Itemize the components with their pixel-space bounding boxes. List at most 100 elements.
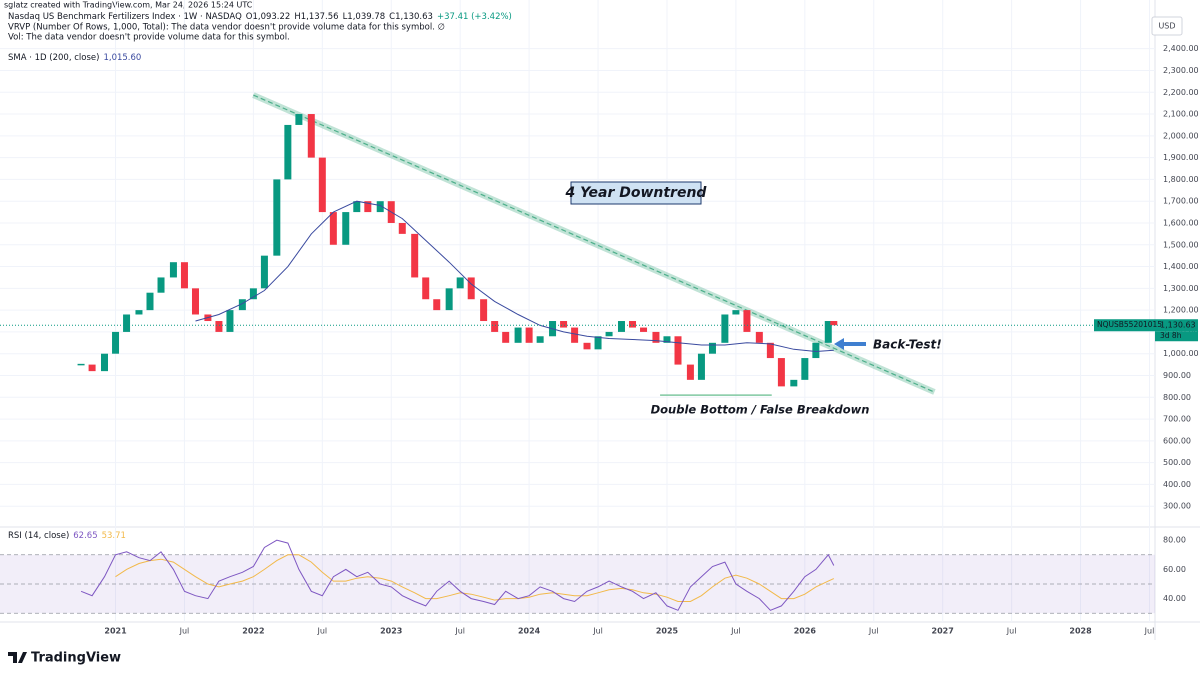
y-tick-label: 800.00 <box>1163 393 1191 402</box>
annotation: Back-Test! <box>873 338 942 352</box>
legend-line: Vol: The data vendor doesn't provide vol… <box>8 33 290 43</box>
rsi-tick-label: 80.00 <box>1163 536 1186 545</box>
y-tick-label: 700.00 <box>1163 415 1191 424</box>
annotation: 4 Year Downtrend <box>565 185 708 201</box>
annotation-arrow <box>834 338 866 350</box>
ohlc-value: O1,093.22 <box>246 12 291 22</box>
x-tick-label: 2025 <box>656 627 679 636</box>
annotation-box <box>570 181 702 205</box>
x-tick-label: Jul <box>868 627 879 636</box>
candle <box>329 212 337 245</box>
candle <box>697 353 705 380</box>
candle <box>191 288 199 315</box>
candle <box>422 277 430 300</box>
y-tick-label: 1,700.00 <box>1163 197 1199 206</box>
candle <box>456 277 464 289</box>
candle <box>766 342 774 359</box>
candle <box>755 331 763 343</box>
candle <box>732 310 740 315</box>
y-tick-label: 1,500.00 <box>1163 240 1199 249</box>
candle <box>640 327 648 332</box>
candle <box>238 299 246 311</box>
candle <box>605 331 613 337</box>
candle <box>376 201 384 213</box>
candle <box>307 114 315 158</box>
rsi-tick-label: 40.00 <box>1163 594 1186 603</box>
y-tick-label: 600.00 <box>1163 436 1191 445</box>
rsi-title: RSI (14, close) <box>8 531 69 541</box>
candle <box>617 321 625 332</box>
y-tick-label: 1,000.00 <box>1163 349 1199 358</box>
last-price-box <box>1094 319 1198 332</box>
currency-box <box>1151 16 1183 36</box>
x-tick-label: 2024 <box>518 627 541 636</box>
candle <box>101 353 109 372</box>
y-tick-label: 1,400.00 <box>1163 262 1199 271</box>
candle <box>226 310 234 332</box>
countdown-label: 3d 8h <box>1160 331 1182 340</box>
candle <box>629 321 637 328</box>
rsi-header: RSI (14, close) 62.65 53.71 <box>8 531 126 541</box>
candle <box>295 114 303 125</box>
candle <box>743 310 751 332</box>
grid <box>0 0 1155 622</box>
logo-icon <box>8 652 27 663</box>
candle <box>674 336 682 365</box>
countdown-box <box>1155 331 1198 342</box>
candle <box>249 288 257 300</box>
candle <box>830 321 838 326</box>
y-tick-label: 1,900.00 <box>1163 153 1199 162</box>
y-tick-label: 2,300.00 <box>1163 66 1199 75</box>
y-tick-label: 2,200.00 <box>1163 88 1199 97</box>
legend-title: Nasdaq US Benchmark Fertilizers Index · … <box>8 12 512 22</box>
rsi-ma-line <box>115 554 835 602</box>
last-price-label: 1,130.63 <box>1160 321 1196 330</box>
x-tick-label: 2022 <box>242 627 264 636</box>
candle <box>318 157 326 213</box>
symbol-label: NQUSB55201015 <box>1097 320 1162 329</box>
candle <box>135 310 143 315</box>
candle <box>663 336 671 343</box>
candle <box>123 314 131 332</box>
candle <box>652 331 660 343</box>
candle <box>88 364 96 372</box>
candle <box>364 201 372 213</box>
author-line: sglatz created with TradingView.com, Mar… <box>4 1 253 10</box>
rsi-tick-label: 60.00 <box>1163 565 1186 574</box>
trendline <box>253 94 935 393</box>
legend-line: VRVP (Number Of Rows, 1,000, Total): The… <box>8 23 445 33</box>
candle <box>260 255 268 289</box>
candle <box>514 327 522 343</box>
candle <box>536 336 544 343</box>
candle <box>284 124 292 180</box>
x-tick-label: 2023 <box>380 627 402 636</box>
candle <box>708 342 716 354</box>
candle <box>594 336 602 350</box>
candle <box>112 331 120 354</box>
x-tick-label: Jul <box>1006 627 1017 636</box>
candle <box>824 321 832 343</box>
candle <box>411 233 419 278</box>
currency: USD <box>1158 22 1175 31</box>
symbol-title: Nasdaq US Benchmark Fertilizers Index · … <box>8 12 242 22</box>
candle <box>801 358 809 380</box>
rsi-ma-value: 53.71 <box>102 531 126 541</box>
candle <box>273 179 281 256</box>
y-tick-label: 900.00 <box>1163 371 1191 380</box>
ohlc-value: H1,137.56 <box>294 12 338 22</box>
candle <box>480 299 488 322</box>
y-tick-label: 1,300.00 <box>1163 284 1199 293</box>
ohlc-value: +37.41 (+3.42%) <box>437 12 512 22</box>
ohlc-value: L1,039.78 <box>343 12 386 22</box>
x-tick-label: Jul <box>592 627 603 636</box>
candle <box>398 222 406 234</box>
candle <box>353 201 361 213</box>
sma-line <box>195 200 834 353</box>
y-tick-label: 2,100.00 <box>1163 110 1199 119</box>
brand-name: TradingView <box>31 651 121 666</box>
candle <box>157 277 165 293</box>
candle <box>560 321 568 328</box>
x-tick-label: Jul <box>316 627 327 636</box>
candle <box>215 321 223 332</box>
